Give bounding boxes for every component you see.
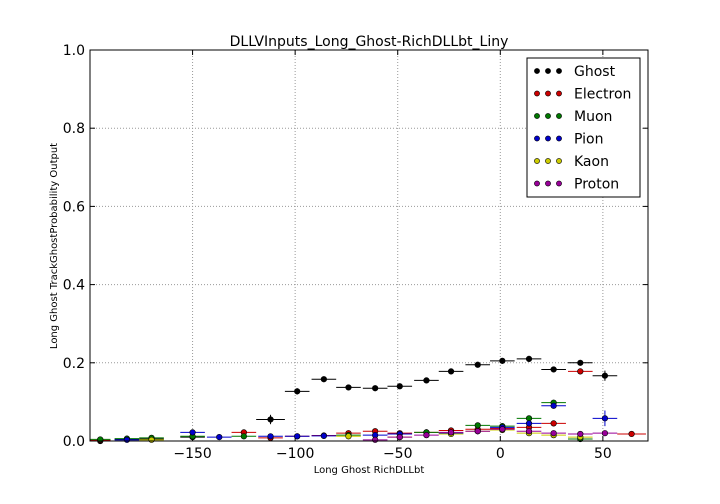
- y-tick-label: 0.2: [63, 356, 85, 372]
- chart-title: DLLVInputs_Long_Ghost-RichDLLbt_Liny: [230, 34, 509, 50]
- legend-marker: [545, 180, 551, 187]
- data-point: [550, 430, 557, 437]
- x-tick-label: −100: [276, 446, 314, 462]
- legend-label: Pion: [574, 132, 603, 148]
- legend-label: Ghost: [574, 64, 616, 80]
- legend-label: Electron: [574, 87, 631, 103]
- legend-marker: [545, 68, 551, 74]
- axis-ticks: −150 −100 −50 0 50 0.0 0.2 0.4 0.6 0.8 1.0: [63, 43, 648, 462]
- data-point: [474, 361, 481, 368]
- data-point: [423, 432, 430, 439]
- data-point: [320, 376, 327, 383]
- legend-item-pion: Pion: [534, 132, 603, 148]
- legend-label: Kaon: [574, 154, 609, 170]
- data-point: [474, 428, 481, 435]
- legend: Ghost Electron Muon Pion Kaon Proton: [526, 57, 641, 198]
- legend-marker: [556, 113, 562, 119]
- series-proton: [362, 426, 618, 443]
- data-point: [345, 384, 352, 391]
- legend-marker: [534, 158, 540, 164]
- y-tick-label: 0.0: [63, 434, 85, 450]
- legend-item-ghost: Ghost: [534, 64, 616, 80]
- legend-marker: [545, 113, 551, 119]
- data-point: [601, 415, 609, 422]
- x-tick-label: 0: [496, 446, 505, 462]
- data-point: [577, 359, 584, 366]
- data-point: [499, 357, 506, 364]
- legend-marker: [534, 68, 540, 74]
- legend-label: Proton: [574, 177, 619, 193]
- data-point: [447, 368, 455, 375]
- data-point: [550, 420, 557, 427]
- data-point: [474, 422, 481, 429]
- plot-frame: [89, 49, 649, 442]
- legend-marker: [545, 135, 551, 142]
- data-point: [447, 429, 455, 436]
- data-point: [525, 415, 533, 422]
- legend-marker: [556, 135, 562, 142]
- data-point: [320, 432, 327, 440]
- data-point: [189, 429, 196, 436]
- y-tick-label: 0.8: [63, 121, 85, 137]
- data-point: [423, 377, 430, 384]
- data-point: [628, 430, 635, 438]
- legend-marker: [534, 90, 540, 97]
- data-point: [550, 402, 557, 409]
- data-point: [550, 366, 557, 373]
- legend-marker: [534, 180, 540, 187]
- x-tick-label: −150: [173, 446, 211, 462]
- legend-item-muon: Muon: [534, 109, 612, 125]
- y-tick-label: 1.0: [63, 43, 85, 59]
- data-point: [148, 436, 155, 443]
- data-point: [345, 433, 352, 440]
- y-axis-label: Long Ghost TrackGhostProbability Output: [49, 143, 60, 349]
- data-point: [123, 436, 131, 443]
- legend-box: [526, 57, 641, 198]
- data-point: [216, 433, 223, 441]
- data-point: [525, 428, 533, 435]
- legend-item-kaon: Kaon: [534, 154, 609, 170]
- legend-marker: [556, 180, 562, 187]
- data-point: [372, 385, 379, 392]
- data-point: [294, 433, 301, 440]
- y-tick-label: 0.6: [63, 199, 85, 215]
- x-tick-label: −50: [383, 446, 413, 462]
- data-point: [601, 372, 609, 379]
- data-point: [525, 420, 533, 427]
- data-point: [499, 426, 506, 433]
- data-point: [396, 433, 403, 441]
- x-axis-label: Long Ghost RichDLLbt: [314, 465, 425, 476]
- data-point: [294, 388, 301, 395]
- data-point: [577, 368, 584, 375]
- series-layer: [90, 355, 646, 445]
- legend-marker: [545, 158, 551, 164]
- legend-marker: [534, 113, 540, 119]
- legend-label: Muon: [574, 109, 612, 125]
- legend-marker: [556, 68, 562, 74]
- legend-marker: [545, 90, 551, 97]
- legend-marker: [556, 158, 562, 164]
- data-point: [601, 430, 609, 437]
- legend-item-electron: Electron: [534, 87, 631, 103]
- data-point: [577, 430, 584, 438]
- data-point: [372, 436, 379, 443]
- legend-marker: [556, 90, 562, 97]
- data-point: [396, 383, 403, 390]
- legend-marker: [534, 135, 540, 142]
- data-point: [525, 355, 533, 362]
- data-point: [267, 416, 274, 423]
- x-tick-label: 50: [594, 446, 612, 462]
- data-point: [267, 433, 274, 440]
- data-point: [240, 433, 247, 440]
- y-tick-label: 0.4: [63, 278, 85, 294]
- legend-item-proton: Proton: [534, 177, 619, 193]
